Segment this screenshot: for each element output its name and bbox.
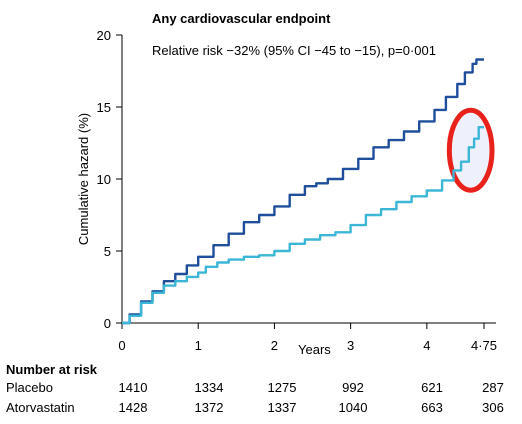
- y-tick-label: 10: [97, 172, 111, 187]
- chart-title: Any cardiovascular endpoint: [152, 11, 331, 26]
- risk-row-label: Atorvastatin: [6, 400, 75, 415]
- risk-cell: 1410: [119, 380, 148, 395]
- risk-cell: 306: [482, 400, 504, 415]
- x-tick-label: 2: [271, 338, 278, 353]
- risk-cell: 1040: [339, 400, 368, 415]
- y-tick-label: 20: [97, 28, 111, 43]
- risk-row-label: Placebo: [6, 380, 53, 395]
- x-tick-label: 3: [347, 338, 354, 353]
- x-ticks: 0 1 2 3 4 4·75: [118, 323, 497, 353]
- risk-cell: 1337: [268, 400, 297, 415]
- series-atorvastatin-line: [122, 126, 484, 325]
- x-tick-label: 4·75: [471, 338, 497, 353]
- risk-cell: 1275: [268, 380, 297, 395]
- risk-cell: 663: [421, 400, 443, 415]
- y-ticks: 0 5 10 15 20: [97, 28, 122, 331]
- risk-cell: 621: [421, 380, 443, 395]
- risk-cell: 1372: [195, 400, 224, 415]
- chart-annotation: Relative risk −32% (95% CI −45 to −15), …: [152, 43, 436, 58]
- series-lines: [122, 58, 484, 325]
- y-tick-label: 0: [104, 316, 111, 331]
- risk-cell: 992: [342, 380, 364, 395]
- risk-cell: 287: [482, 380, 504, 395]
- x-tick-label: 1: [195, 338, 202, 353]
- risk-cell: 1334: [195, 380, 224, 395]
- y-axis-label: Cumulative hazard (%): [76, 113, 91, 245]
- highlight-ellipse: [446, 107, 495, 193]
- x-axis-label: Years: [298, 342, 331, 357]
- risk-table-heading: Number at risk: [6, 362, 98, 377]
- risk-cell: 1428: [119, 400, 148, 415]
- risk-table: Placebo 1410 1334 1275 992 621 287 Atorvastatin…: [6, 380, 504, 415]
- x-tick-label: 4: [423, 338, 430, 353]
- series-placebo-line: [122, 58, 484, 325]
- y-tick-label: 5: [104, 244, 111, 259]
- y-tick-label: 15: [97, 100, 111, 115]
- x-tick-label: 0: [118, 338, 125, 353]
